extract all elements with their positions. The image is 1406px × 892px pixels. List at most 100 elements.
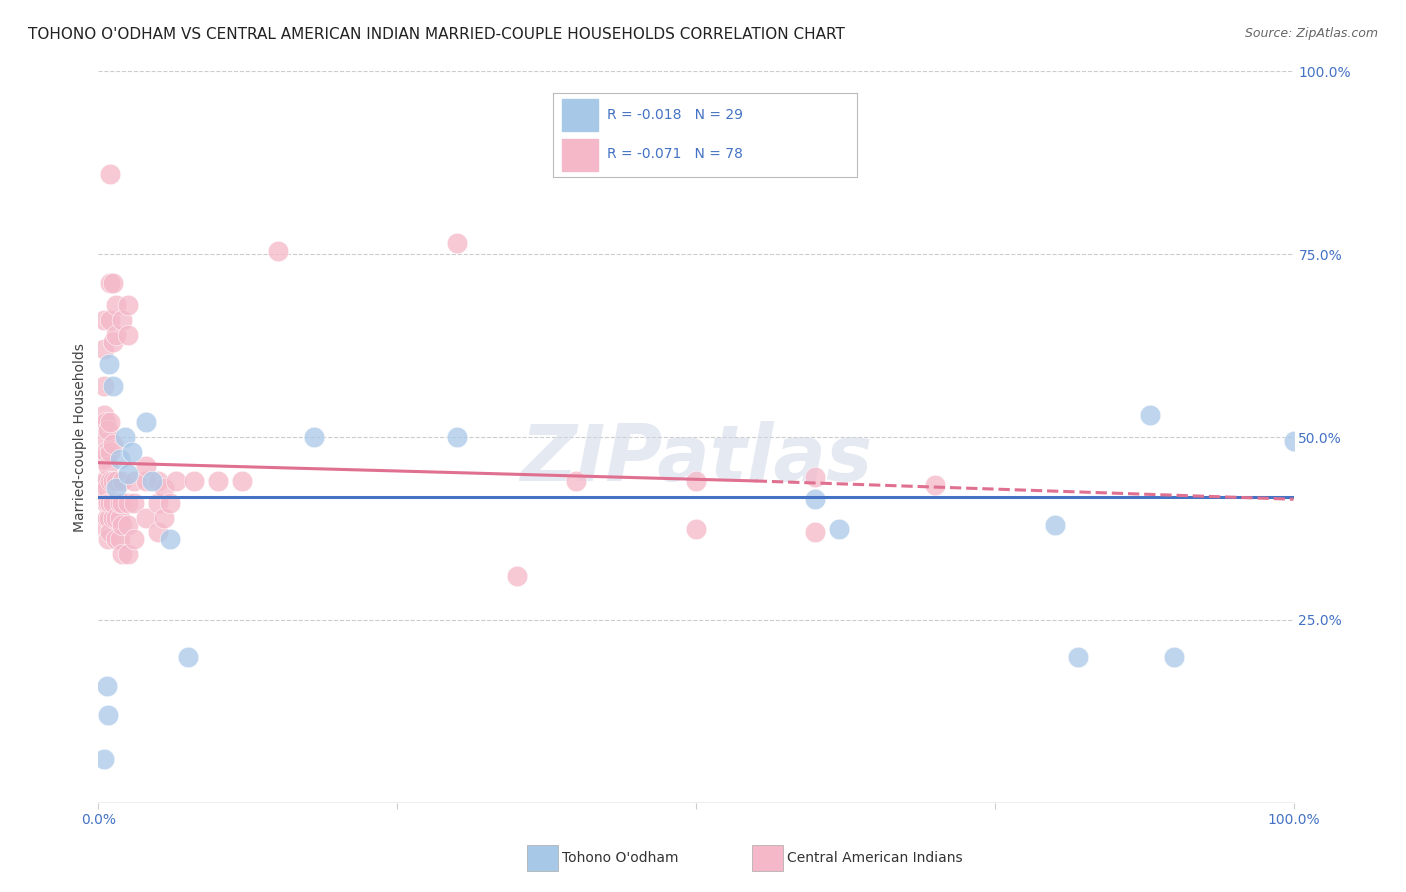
Point (165, 474, 187, 488)
Point (685, 474, 707, 488)
Point (111, 547, 134, 561)
Point (97, 459, 120, 474)
Point (183, 474, 205, 488)
Point (506, 569, 529, 583)
Point (93, 313, 115, 327)
Point (98, 525, 122, 540)
Point (105, 481, 128, 495)
Point (159, 533, 181, 547)
Point (111, 313, 134, 327)
Point (94, 474, 117, 488)
Point (207, 474, 229, 488)
Point (94, 444, 117, 458)
Point (124, 533, 146, 547)
Point (93, 408, 115, 422)
Point (1067, 649, 1090, 664)
Point (565, 474, 588, 488)
Point (101, 437, 124, 451)
Point (91, 452, 114, 467)
Point (97, 496, 120, 510)
Point (804, 470, 827, 484)
Point (98, 357, 121, 371)
Point (98, 474, 122, 488)
Point (159, 496, 181, 510)
Point (105, 298, 128, 312)
Point (446, 236, 468, 251)
Text: ZIPatlas: ZIPatlas (520, 421, 872, 497)
Point (1043, 517, 1066, 532)
Y-axis label: Married-couple Households: Married-couple Households (73, 343, 87, 532)
Point (148, 525, 170, 540)
Point (93, 752, 115, 766)
Text: TOHONO O'ODHAM VS CENTRAL AMERICAN INDIAN MARRIED-COUPLE HOUSEHOLDS CORRELATION : TOHONO O'ODHAM VS CENTRAL AMERICAN INDIA… (28, 27, 845, 42)
Text: Central American Indians: Central American Indians (787, 851, 963, 865)
Point (117, 496, 139, 510)
Point (124, 474, 146, 488)
Point (108, 496, 131, 510)
Point (121, 444, 143, 458)
Point (105, 510, 128, 524)
Point (685, 521, 707, 535)
Point (111, 496, 134, 510)
Text: R = -0.018   N = 29: R = -0.018 N = 29 (607, 108, 744, 122)
Point (148, 474, 170, 488)
Point (105, 327, 128, 342)
Point (101, 510, 124, 524)
Point (93, 343, 115, 357)
Point (105, 533, 128, 547)
Point (135, 474, 157, 488)
Point (135, 510, 157, 524)
Point (135, 416, 157, 430)
Point (97, 423, 120, 437)
Point (96, 679, 118, 693)
Point (98, 167, 122, 181)
Point (97, 533, 120, 547)
Text: Source: ZipAtlas.com: Source: ZipAtlas.com (1244, 27, 1378, 40)
Point (141, 474, 163, 488)
Bar (562, 99, 599, 131)
Point (111, 517, 134, 532)
Point (101, 277, 124, 291)
Point (98, 313, 122, 327)
Point (98, 444, 122, 458)
Point (98, 416, 122, 430)
Point (302, 430, 325, 444)
Point (93, 430, 115, 444)
Point (1139, 408, 1161, 422)
Point (828, 521, 851, 535)
Point (1282, 434, 1305, 448)
Point (117, 547, 139, 561)
Point (124, 496, 146, 510)
Point (101, 379, 124, 393)
Point (177, 649, 200, 664)
Point (804, 492, 827, 507)
Point (101, 474, 124, 488)
Point (117, 327, 139, 342)
Point (91, 517, 114, 532)
Point (96, 510, 118, 524)
Point (267, 244, 290, 258)
Text: Tohono O'odham: Tohono O'odham (562, 851, 679, 865)
Point (108, 452, 131, 467)
Point (111, 474, 134, 488)
Point (148, 496, 170, 510)
Point (108, 533, 131, 547)
Point (804, 525, 827, 540)
Point (153, 510, 176, 524)
Point (108, 510, 131, 524)
Point (94, 496, 117, 510)
Point (446, 430, 468, 444)
Point (135, 459, 157, 474)
Point (93, 379, 115, 393)
Point (117, 467, 139, 481)
Point (101, 496, 124, 510)
Point (98, 496, 122, 510)
Point (96, 481, 118, 495)
Point (94, 416, 117, 430)
Point (924, 477, 946, 491)
Point (97, 708, 120, 723)
Point (114, 430, 136, 444)
Text: R = -0.071   N = 78: R = -0.071 N = 78 (607, 147, 744, 161)
Point (93, 474, 115, 488)
Point (1163, 649, 1185, 664)
